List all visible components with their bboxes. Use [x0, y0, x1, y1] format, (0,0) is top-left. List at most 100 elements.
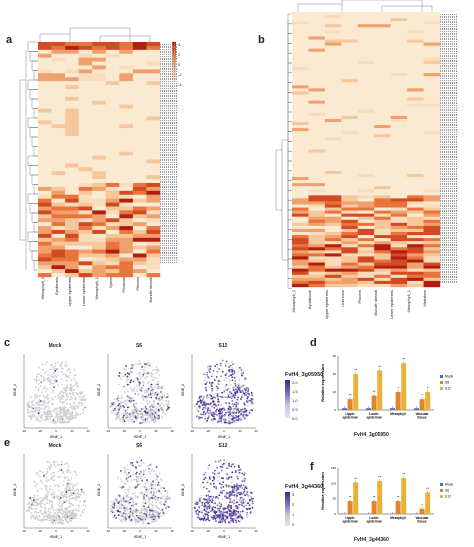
- row-label: [440, 255, 458, 257]
- row-label: [440, 228, 458, 230]
- row-label: [160, 231, 178, 233]
- heatmap-a-col-label: Proximal: [121, 277, 126, 293]
- row-label: [160, 244, 178, 246]
- row-label: [160, 173, 178, 175]
- bar: [347, 501, 353, 514]
- row-label: [440, 169, 458, 171]
- heatmap-a-col-label: Mesophyll_1: [94, 277, 99, 300]
- legend-label: S12: [445, 495, 451, 499]
- row-label: [160, 138, 178, 140]
- tsne-e-title-mock: Mock: [48, 443, 62, 449]
- heatmap-a-column-labels: Mesophyll_2 Epidermis Upper epidermis Lower…: [38, 277, 160, 317]
- row-label: [440, 71, 458, 73]
- row-label: [160, 179, 178, 180]
- panel-letter-c: c: [4, 337, 11, 349]
- row-label: [440, 241, 458, 243]
- row-label: [440, 167, 458, 169]
- row-label: [440, 42, 458, 44]
- row-label: [160, 113, 178, 115]
- row-label: [440, 275, 458, 277]
- row-label: [440, 81, 458, 83]
- row-label: [440, 101, 458, 103]
- legend-swatch: [440, 387, 443, 390]
- row-label: [160, 79, 178, 81]
- row-label: [160, 118, 178, 120]
- heatmap-a-cells: [38, 42, 161, 278]
- significance-label: **: [378, 365, 381, 369]
- tsne-x-tick: 40: [254, 429, 258, 433]
- heatmap-a-col-label: Xylem: [107, 277, 113, 289]
- row-label: [160, 104, 178, 106]
- row-label: [160, 94, 178, 96]
- row-label: [440, 258, 458, 260]
- tsne-plot: tSNE_1 tSNE_2 -40 -20 0 20 40: [97, 454, 174, 539]
- row-label: [160, 60, 178, 62]
- row-label: [160, 243, 178, 245]
- bar-y-tick: 0: [334, 512, 336, 516]
- row-label: [160, 62, 178, 64]
- row-label: [440, 84, 458, 86]
- row-label: [440, 184, 458, 186]
- row-label: [440, 189, 458, 191]
- row-label: [440, 51, 458, 53]
- row-label: [440, 133, 458, 135]
- bar: [353, 482, 359, 514]
- bar-category-label: Upper epidermal: [342, 516, 357, 524]
- row-label: [440, 127, 458, 129]
- tsne-e-gene-label: FvH4_3g44360: [285, 484, 324, 490]
- significance-label: **: [354, 369, 357, 373]
- row-label: [440, 34, 458, 36]
- bar-category-label: Lower epidermal: [366, 516, 381, 524]
- row-label: [440, 152, 458, 154]
- significance-label: **: [349, 394, 352, 398]
- row-label: [440, 91, 458, 93]
- row-label: [440, 248, 458, 250]
- bar: [401, 363, 407, 410]
- row-label: [160, 71, 178, 72]
- row-label: [440, 52, 458, 54]
- colorbar-tick: 2: [292, 502, 295, 507]
- row-label: [160, 145, 178, 147]
- row-label: [440, 96, 458, 98]
- colorbar-tick: -2: [178, 72, 182, 77]
- colorbar-tick: -4: [178, 82, 182, 87]
- row-label: [160, 189, 178, 191]
- row-label: [440, 137, 458, 139]
- row-label: [440, 142, 458, 144]
- bar: [425, 492, 431, 514]
- bar-y-tick: 50: [333, 497, 337, 501]
- row-label: [160, 59, 178, 61]
- tsne-xlabel: tSNE_1: [50, 535, 62, 539]
- row-label: [440, 98, 458, 100]
- row-label: [160, 109, 178, 111]
- row-label: [440, 56, 458, 58]
- row-label: [160, 101, 178, 103]
- row-label: [440, 201, 458, 203]
- significance-label: **: [402, 358, 405, 362]
- bar: [414, 408, 419, 410]
- tsne-ylabel: tSNE_2: [181, 484, 185, 496]
- row-label: [160, 199, 178, 201]
- row-label: [440, 68, 458, 69]
- row-label: [440, 170, 458, 172]
- row-label: [440, 214, 458, 216]
- row-label: [440, 206, 458, 208]
- row-label: [440, 86, 458, 88]
- bar-chart-f: Relative expression 0 50 100 150 ** ** Upper epi…: [320, 466, 453, 524]
- row-label: [160, 76, 178, 78]
- bar-y-tick: 60: [333, 354, 337, 358]
- row-label: [440, 196, 458, 198]
- panel-letter-b: b: [258, 34, 265, 46]
- tsne-x-tick: 40: [86, 429, 90, 433]
- row-label: [440, 211, 458, 213]
- row-label: [160, 136, 178, 138]
- row-label: [440, 103, 458, 105]
- panel-letter-e: e: [4, 437, 11, 449]
- row-label: [440, 272, 458, 274]
- row-label: [160, 184, 178, 186]
- tsne-c-colorbar-ticks: 2.0 1.5 1.0 0.5 0.0: [292, 378, 298, 423]
- bar-category-label: Mesophyll: [390, 516, 406, 520]
- row-label: [160, 119, 178, 121]
- tsne-x-tick: 20: [154, 529, 158, 533]
- row-label: [160, 91, 178, 93]
